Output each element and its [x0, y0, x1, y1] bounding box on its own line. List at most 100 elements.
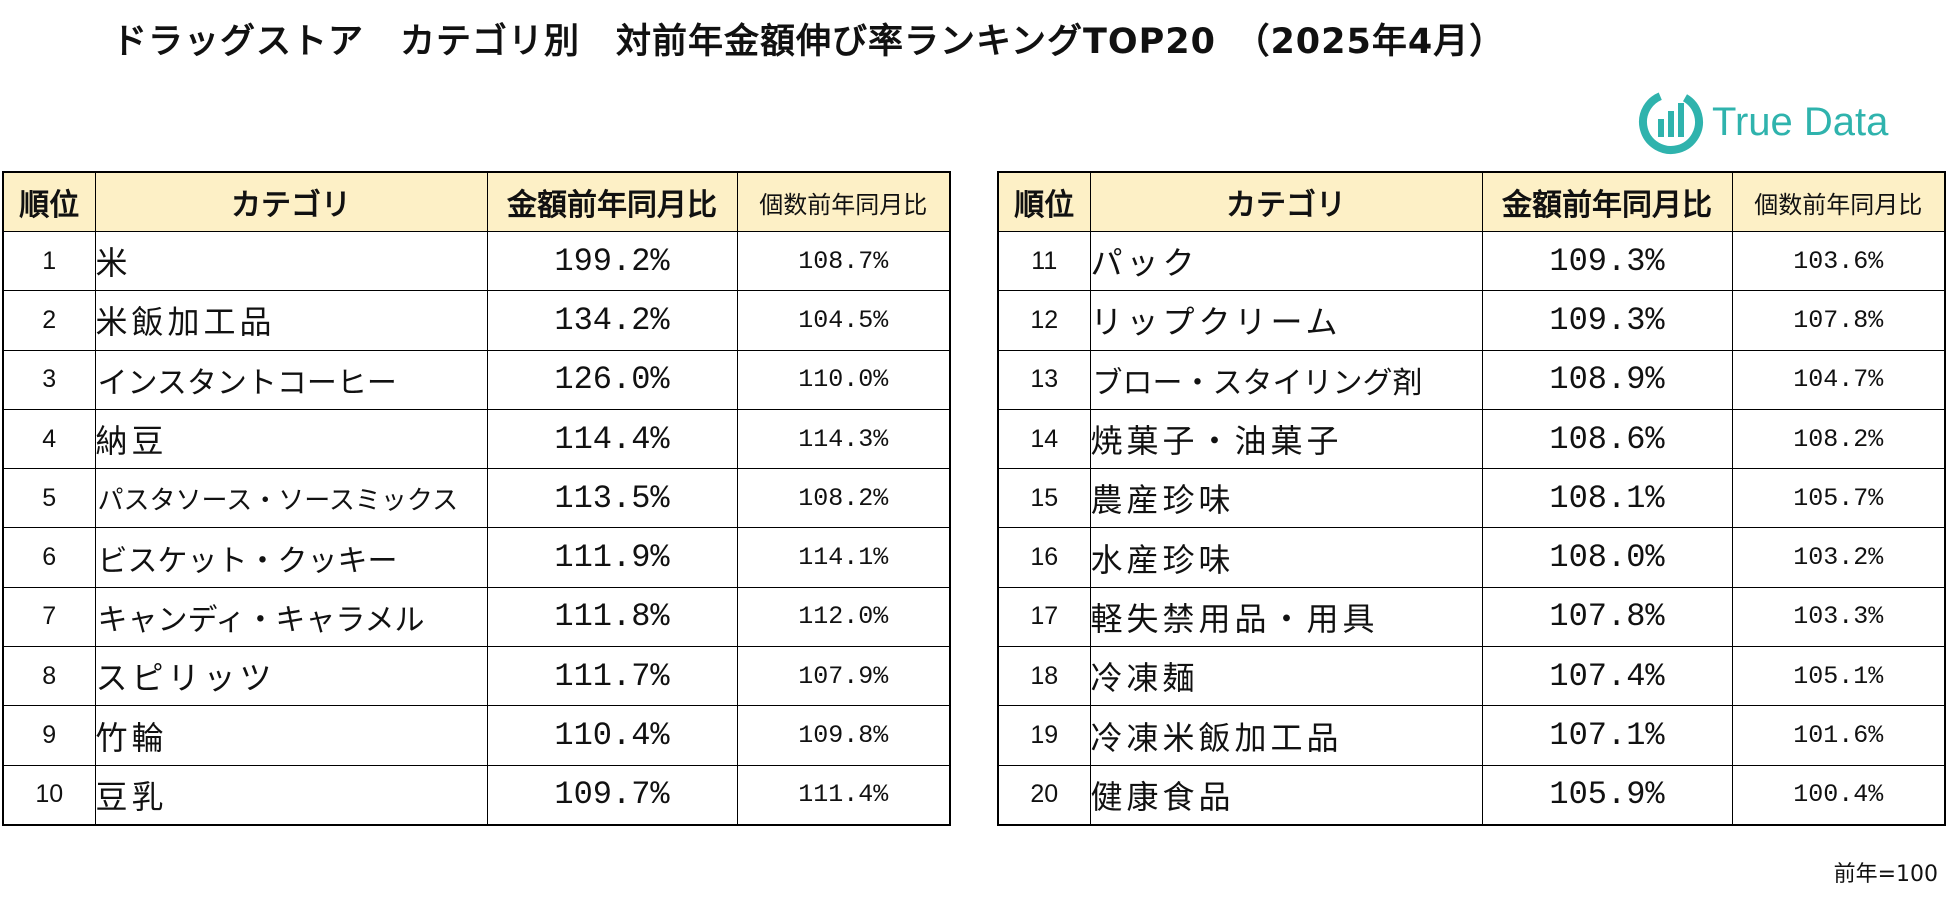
quantity-cell: 108.2% [1731, 408, 1946, 470]
table-row: 5 パスタソース・ソースミックス 113.5% 108.2% [2, 468, 951, 529]
table-row: 14 焼菓子・油菓子 108.6% 108.2% [997, 408, 1946, 470]
amount-cell: 107.8% [1481, 586, 1733, 648]
amount-cell: 111.7% [486, 646, 738, 707]
quantity-cell: 101.6% [1731, 705, 1946, 766]
category-cell: 水産珍味 [1089, 527, 1483, 588]
amount-cell: 107.4% [1481, 646, 1733, 707]
amount-cell: 111.8% [486, 586, 738, 648]
amount-cell: 113.5% [486, 468, 738, 529]
amount-cell: 105.9% [1481, 764, 1733, 826]
header-quantity: 個数前年同月比 [736, 171, 951, 232]
category-cell: キャンディ・キャラメル [94, 586, 488, 648]
amount-cell: 110.4% [486, 705, 738, 766]
table-row: 18 冷凍麺 107.4% 105.1% [997, 646, 1946, 707]
category-cell: インスタントコーヒー [94, 349, 488, 410]
category-cell: 米 [94, 230, 488, 292]
rank-cell: 1 [2, 230, 96, 292]
amount-cell: 108.1% [1481, 468, 1733, 529]
table-row: 19 冷凍米飯加工品 107.1% 101.6% [997, 705, 1946, 766]
quantity-cell: 112.0% [736, 586, 951, 648]
rank-cell: 3 [2, 349, 96, 410]
baseline-note: 前年=100 [1833, 862, 1938, 887]
category-cell: 健康食品 [1089, 764, 1483, 826]
quantity-cell: 108.7% [736, 230, 951, 292]
table-row: 4 納豆 114.4% 114.3% [2, 408, 951, 470]
amount-cell: 107.1% [1481, 705, 1733, 766]
quantity-cell: 114.1% [736, 527, 951, 588]
rank-cell: 8 [2, 646, 96, 707]
amount-cell: 109.3% [1481, 230, 1733, 292]
rank-cell: 17 [997, 586, 1091, 648]
quantity-cell: 111.4% [736, 764, 951, 826]
quantity-cell: 105.7% [1731, 468, 1946, 529]
table-row: 16 水産珍味 108.0% 103.2% [997, 527, 1946, 588]
table-row: 11 パック 109.3% 103.6% [997, 230, 1946, 292]
page-title: ドラッグストア カテゴリ別 対前年金額伸び率ランキングTOP20 （2025年4… [112, 22, 1506, 62]
table-row: 8 スピリッツ 111.7% 107.9% [2, 646, 951, 707]
rank-cell: 7 [2, 586, 96, 648]
quantity-cell: 103.6% [1731, 230, 1946, 292]
category-cell: 竹輪 [94, 705, 488, 766]
category-cell: 軽失禁用品・用具 [1089, 586, 1483, 648]
quantity-cell: 110.0% [736, 349, 951, 410]
quantity-cell: 107.9% [736, 646, 951, 707]
rank-cell: 16 [997, 527, 1091, 588]
truedata-logo: True Data [1638, 86, 1918, 158]
quantity-cell: 107.8% [1731, 290, 1946, 351]
rank-cell: 20 [997, 764, 1091, 826]
category-cell: 冷凍麺 [1089, 646, 1483, 707]
amount-cell: 109.7% [486, 764, 738, 826]
rank-cell: 14 [997, 408, 1091, 470]
category-cell: ブロー・スタイリング剤 [1089, 349, 1483, 410]
table-row: 17 軽失禁用品・用具 107.8% 103.3% [997, 586, 1946, 648]
rank-cell: 18 [997, 646, 1091, 707]
table-row: 20 健康食品 105.9% 100.4% [997, 764, 1946, 826]
logo-text: True Data [1712, 99, 1889, 144]
category-cell: 納豆 [94, 408, 488, 470]
ranking-table-right: 順位 カテゴリ 金額前年同月比 個数前年同月比 11 パック 109.3% 103.6… [997, 171, 1946, 826]
quantity-cell: 114.3% [736, 408, 951, 470]
header-quantity: 個数前年同月比 [1731, 171, 1946, 232]
quantity-cell: 100.4% [1731, 764, 1946, 826]
amount-cell: 199.2% [486, 230, 738, 292]
category-cell: パスタソース・ソースミックス [94, 468, 488, 529]
category-cell: スピリッツ [94, 646, 488, 707]
table-row: 13 ブロー・スタイリング剤 108.9% 104.7% [997, 349, 1946, 410]
table-row: 9 竹輪 110.4% 109.8% [2, 705, 951, 766]
ranking-table-left: 順位 カテゴリ 金額前年同月比 個数前年同月比 1 米 199.2% 108.7% 2 米… [2, 171, 951, 826]
quantity-cell: 103.2% [1731, 527, 1946, 588]
table-row: 6 ビスケット・クッキー 111.9% 114.1% [2, 527, 951, 588]
rank-cell: 2 [2, 290, 96, 351]
category-cell: 冷凍米飯加工品 [1089, 705, 1483, 766]
table-row: 1 米 199.2% 108.7% [2, 230, 951, 292]
amount-cell: 108.6% [1481, 408, 1733, 470]
table-row: 10 豆乳 109.7% 111.4% [2, 764, 951, 826]
rank-cell: 5 [2, 468, 96, 529]
table-header-row: 順位 カテゴリ 金額前年同月比 個数前年同月比 [997, 171, 1946, 232]
rank-cell: 13 [997, 349, 1091, 410]
category-cell: ビスケット・クッキー [94, 527, 488, 588]
header-amount: 金額前年同月比 [486, 171, 738, 232]
amount-cell: 114.4% [486, 408, 738, 470]
table-row: 7 キャンディ・キャラメル 111.8% 112.0% [2, 586, 951, 648]
table-header-row: 順位 カテゴリ 金額前年同月比 個数前年同月比 [2, 171, 951, 232]
category-cell: パック [1089, 230, 1483, 292]
header-amount: 金額前年同月比 [1481, 171, 1733, 232]
amount-cell: 126.0% [486, 349, 738, 410]
quantity-cell: 109.8% [736, 705, 951, 766]
rank-cell: 11 [997, 230, 1091, 292]
header-category: カテゴリ [1089, 171, 1483, 232]
rank-cell: 10 [2, 764, 96, 826]
quantity-cell: 104.5% [736, 290, 951, 351]
rank-cell: 12 [997, 290, 1091, 351]
amount-cell: 111.9% [486, 527, 738, 588]
header-rank: 順位 [997, 171, 1091, 232]
rank-cell: 19 [997, 705, 1091, 766]
amount-cell: 108.0% [1481, 527, 1733, 588]
category-cell: 豆乳 [94, 764, 488, 826]
amount-cell: 109.3% [1481, 290, 1733, 351]
category-cell: 米飯加工品 [94, 290, 488, 351]
bar-chart-circle-icon [1639, 90, 1703, 154]
header-rank: 順位 [2, 171, 96, 232]
category-cell: 農産珍味 [1089, 468, 1483, 529]
